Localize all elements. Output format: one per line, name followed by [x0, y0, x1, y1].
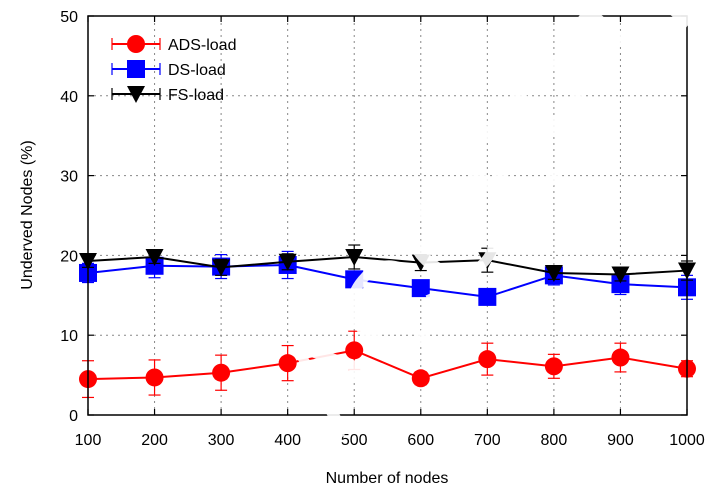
y-tick-label: 50	[60, 9, 78, 26]
x-axis-title: Number of nodes	[326, 470, 449, 487]
data-point-fs-load	[145, 248, 164, 266]
series-line-ads-load	[87, 349, 688, 381]
y-tick-label: 10	[60, 328, 78, 345]
legend-item-ads-load: ADS-load	[111, 35, 236, 54]
data-point-ads-load	[478, 350, 497, 369]
y-tick-label: 20	[60, 248, 78, 265]
series-line-fs-load	[87, 255, 688, 276]
x-tick-label: 200	[141, 432, 168, 449]
legend-item-fs-load: FS-load	[111, 86, 224, 104]
legend-marker	[127, 86, 145, 103]
y-tick-label: 0	[69, 408, 78, 425]
plot-frame	[87, 15, 688, 416]
data-point-ads-load	[544, 357, 563, 376]
legend-label: FS-load	[168, 87, 224, 104]
data-point-fs-load	[478, 252, 497, 270]
legend-marker	[127, 60, 145, 78]
data-point-ads-load	[345, 341, 364, 360]
data-point-fs-load	[345, 248, 364, 266]
data-point-ads-load	[411, 369, 430, 388]
series-line-ds-load	[87, 263, 688, 298]
data-point-ds-load	[345, 270, 364, 289]
data-point-fs-load	[411, 254, 430, 272]
x-tick-label: 600	[407, 432, 434, 449]
axis-ticks	[87, 15, 688, 416]
legend-marker	[127, 35, 145, 53]
y-tick-label: 40	[60, 89, 78, 106]
data-point-ds-load	[478, 287, 497, 306]
x-tick-label: 900	[607, 432, 634, 449]
data-point-ads-load	[145, 368, 164, 387]
x-tick-label: 700	[474, 432, 501, 449]
series-ads-load	[79, 330, 696, 399]
legend-label: DS-load	[168, 62, 226, 79]
data-point-ads-load	[611, 348, 630, 367]
data-point-fs-load	[544, 264, 563, 282]
data-point-fs-load	[278, 253, 297, 271]
data-point-fs-load	[212, 259, 231, 277]
x-tick-label: 1000	[669, 432, 705, 449]
watermark: ACCEPTED MANUSCRIPT	[250, 0, 714, 458]
x-tick-label: 300	[208, 432, 235, 449]
legend-item-ds-load: DS-load	[111, 60, 226, 79]
data-point-ds-load	[411, 279, 430, 298]
data-point-ads-load	[278, 354, 297, 373]
x-tick-label: 800	[541, 432, 568, 449]
data-point-fs-load	[611, 266, 630, 284]
legend: ADS-load DS-load FS-load	[111, 35, 236, 104]
y-axis-title: Underved Nodes (%)	[19, 140, 36, 289]
watermark-text: ACCEPTED MANUSCRIPT	[250, 0, 714, 458]
tick-labels: 100 200 300 400 500 600 700 800 900 1000 0 10 20 30 40…	[60, 9, 705, 449]
y-tick-label: 30	[60, 169, 78, 186]
x-tick-label: 100	[75, 432, 102, 449]
legend-label: ADS-load	[168, 37, 236, 54]
data-point-ds-load	[611, 275, 630, 294]
data-point-ads-load	[212, 363, 231, 382]
x-tick-label: 500	[341, 432, 368, 449]
x-tick-label: 400	[274, 432, 301, 449]
